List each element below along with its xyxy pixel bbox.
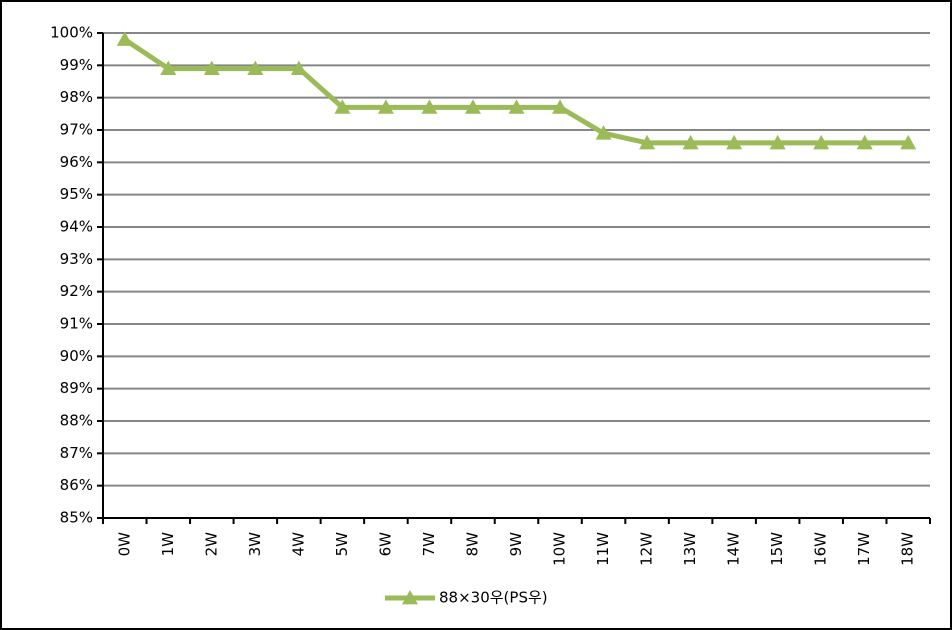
- data-point: [856, 134, 873, 150]
- y-tick-label: 88%: [60, 412, 93, 430]
- data-point: [464, 99, 481, 114]
- x-tick-label: 6W: [376, 532, 394, 557]
- y-tick-label: 97%: [60, 121, 93, 139]
- legend-marker: [402, 590, 418, 605]
- y-tick-label: 95%: [60, 185, 93, 203]
- y-tick-label: 86%: [60, 476, 93, 494]
- x-tick-label: 5W: [333, 532, 351, 557]
- y-tick-label: 93%: [60, 250, 93, 268]
- data-point: [726, 134, 743, 150]
- data-point: [247, 60, 264, 75]
- data-point: [377, 99, 394, 114]
- x-tick-label: 0W: [115, 532, 133, 557]
- y-tick-label: 91%: [60, 315, 93, 333]
- data-point: [116, 31, 133, 46]
- x-tick-label: 10W: [551, 532, 569, 566]
- data-point: [682, 134, 699, 150]
- x-tick-label: 15W: [768, 532, 786, 566]
- data-point: [552, 99, 569, 114]
- y-tick-label: 90%: [60, 347, 93, 365]
- x-tick-label: 13W: [681, 532, 699, 566]
- y-tick-label: 87%: [60, 444, 93, 462]
- y-tick-label: 85%: [60, 509, 93, 527]
- x-tick-label: 11W: [594, 532, 612, 566]
- x-tick-label: 4W: [289, 532, 307, 557]
- data-point: [900, 134, 917, 150]
- data-point: [769, 134, 786, 150]
- y-tick-label: 99%: [60, 56, 93, 74]
- x-tick-label: 14W: [725, 532, 743, 566]
- data-point: [813, 134, 830, 150]
- data-point: [595, 125, 612, 140]
- x-tick-label: 8W: [463, 532, 481, 557]
- legend-label: 88×30우(PS우): [439, 589, 548, 607]
- data-point: [290, 60, 307, 75]
- data-point: [508, 99, 525, 114]
- y-tick-label: 89%: [60, 379, 93, 397]
- y-tick-label: 94%: [60, 218, 93, 236]
- x-tick-label: 1W: [159, 532, 177, 557]
- x-tick-label: 2W: [202, 532, 220, 557]
- data-point: [203, 60, 220, 75]
- x-tick-label: 7W: [420, 532, 438, 557]
- y-tick-label: 92%: [60, 282, 93, 300]
- x-tick-label: 9W: [507, 532, 525, 557]
- data-point: [160, 60, 177, 75]
- x-tick-label: 16W: [812, 532, 830, 566]
- data-point: [334, 99, 351, 114]
- x-tick-label: 12W: [638, 532, 656, 566]
- y-tick-label: 98%: [60, 88, 93, 106]
- y-tick-label: 96%: [60, 153, 93, 171]
- x-tick-label: 17W: [855, 532, 873, 566]
- y-tick-label: 100%: [50, 24, 93, 42]
- data-point: [421, 99, 438, 114]
- data-point: [639, 134, 656, 150]
- x-tick-label: 3W: [246, 532, 264, 557]
- x-tick-label: 18W: [899, 532, 917, 566]
